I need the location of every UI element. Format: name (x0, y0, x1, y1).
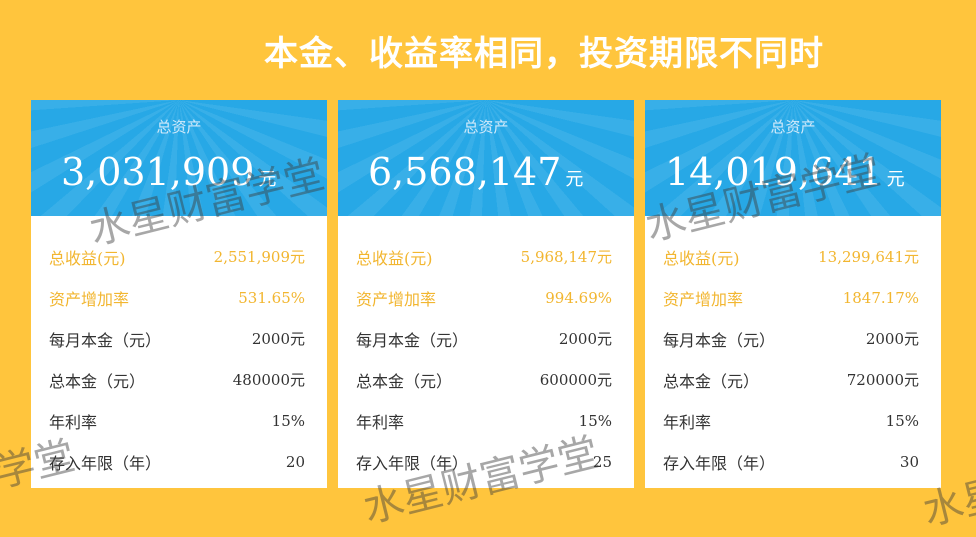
row-label: 总收益(元) (663, 248, 740, 268)
row-growth-rate: 资产增加率 1847.17% (663, 277, 919, 318)
row-value: 2000元 (558, 330, 612, 348)
card-detail-rows: 总收益(元) 2,551,909元 资产增加率 531.65% 每月本金（元） 200… (49, 236, 305, 482)
row-label: 存入年限（年） (356, 453, 469, 473)
total-assets-amount: 14,019,641 (665, 150, 883, 194)
row-annual-rate: 年利率 15% (663, 400, 919, 441)
row-total-return: 总收益(元) 5,968,147元 (356, 236, 612, 277)
row-label: 总收益(元) (356, 248, 433, 268)
row-total-principal: 总本金（元） 480000元 (49, 359, 305, 400)
row-label: 总本金（元） (49, 371, 146, 391)
row-value: 13,299,641元 (818, 248, 919, 266)
row-growth-rate: 资产增加率 994.69% (356, 277, 612, 318)
total-assets-value: 6,568,147 元 (368, 150, 583, 194)
total-assets-label: 总资产 (770, 118, 816, 136)
row-years: 存入年限（年） 25 (356, 441, 612, 482)
total-assets-label: 总资产 (156, 118, 202, 136)
row-label: 每月本金（元） (356, 330, 469, 350)
row-annual-rate: 年利率 15% (49, 400, 305, 441)
asset-card-20-years: 总资产 3,031,909 元 总收益(元) 2,551,909元 资产增加率 531… (31, 100, 327, 488)
row-label: 年利率 (356, 412, 405, 432)
row-total-return: 总收益(元) 2,551,909元 (49, 236, 305, 277)
row-label: 资产增加率 (663, 289, 744, 309)
row-monthly-principal: 每月本金（元） 2000元 (49, 318, 305, 359)
row-label: 年利率 (663, 412, 712, 432)
row-value: 994.69% (545, 288, 612, 307)
row-total-principal: 总本金（元） 720000元 (663, 359, 919, 400)
row-total-return: 总收益(元) 13,299,641元 (663, 236, 919, 277)
total-assets-unit: 元 (565, 169, 584, 190)
row-label: 存入年限（年） (49, 453, 162, 473)
total-assets-value: 3,031,909 元 (61, 150, 276, 194)
row-label: 资产增加率 (49, 289, 130, 309)
row-label: 存入年限（年） (663, 453, 776, 473)
row-years: 存入年限（年） 20 (49, 441, 305, 482)
card-detail-rows: 总收益(元) 5,968,147元 资产增加率 994.69% 每月本金（元） 200… (356, 236, 612, 482)
row-value: 2000元 (251, 330, 305, 348)
row-value: 15% (271, 411, 305, 430)
total-assets-unit: 元 (258, 169, 277, 190)
row-total-principal: 总本金（元） 600000元 (356, 359, 612, 400)
card-header: 总资产 14,019,641 元 (645, 100, 941, 216)
row-value: 531.65% (238, 288, 305, 307)
total-assets-label: 总资产 (463, 118, 509, 136)
row-value: 600000元 (539, 371, 612, 389)
row-value: 1847.17% (842, 288, 919, 307)
headline: 本金、收益率相同，投资期限不同时 (264, 34, 824, 74)
row-growth-rate: 资产增加率 531.65% (49, 277, 305, 318)
row-value: 2,551,909元 (213, 248, 305, 266)
row-value: 15% (885, 411, 919, 430)
row-label: 每月本金（元） (663, 330, 776, 350)
row-annual-rate: 年利率 15% (356, 400, 612, 441)
total-assets-amount: 3,031,909 (61, 150, 255, 194)
total-assets-amount: 6,568,147 (368, 150, 562, 194)
row-value: 30 (899, 452, 919, 471)
row-value: 480000元 (232, 371, 305, 389)
row-label: 资产增加率 (356, 289, 437, 309)
row-value: 5,968,147元 (520, 248, 612, 266)
row-years: 存入年限（年） 30 (663, 441, 919, 482)
card-header: 总资产 3,031,909 元 (31, 100, 327, 216)
total-assets-value: 14,019,641 元 (665, 150, 905, 194)
card-header: 总资产 6,568,147 元 (338, 100, 634, 216)
asset-card-30-years: 总资产 14,019,641 元 总收益(元) 13,299,641元 资产增加率 1… (645, 100, 941, 488)
row-label: 总本金（元） (356, 371, 453, 391)
row-monthly-principal: 每月本金（元） 2000元 (663, 318, 919, 359)
row-value: 15% (578, 411, 612, 430)
row-label: 年利率 (49, 412, 98, 432)
row-value: 25 (592, 452, 612, 471)
row-monthly-principal: 每月本金（元） 2000元 (356, 318, 612, 359)
row-label: 每月本金（元） (49, 330, 162, 350)
row-label: 总本金（元） (663, 371, 760, 391)
row-value: 2000元 (865, 330, 919, 348)
asset-card-25-years: 总资产 6,568,147 元 总收益(元) 5,968,147元 资产增加率 994… (338, 100, 634, 488)
row-value: 20 (285, 452, 305, 471)
card-detail-rows: 总收益(元) 13,299,641元 资产增加率 1847.17% 每月本金（元） 2… (663, 236, 919, 482)
row-value: 720000元 (846, 371, 919, 389)
total-assets-unit: 元 (886, 169, 905, 190)
row-label: 总收益(元) (49, 248, 126, 268)
